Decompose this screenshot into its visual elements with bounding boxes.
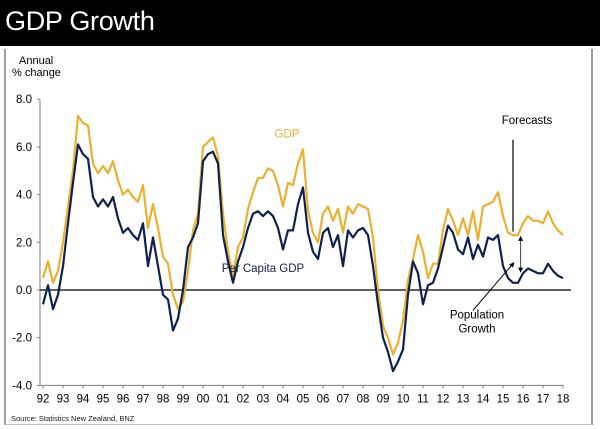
x-tick-label: 08: [357, 393, 370, 405]
x-tick-label: 18: [557, 393, 570, 405]
gdp-line: [41, 114, 564, 356]
population-growth-label-line-2: Growth: [458, 324, 495, 336]
x-tick-label: 96: [117, 393, 130, 405]
population-growth-pointer-arrow: [472, 262, 515, 311]
x-tick-label: 00: [197, 393, 210, 405]
y-axis-label-line-2: % change: [12, 67, 61, 79]
x-tick-label: 09: [377, 393, 390, 405]
gdp-series-label: GDP: [275, 128, 300, 140]
x-tick-label: 06: [317, 393, 330, 405]
x-tick-label: 04: [277, 393, 290, 405]
y-tick-label: 6.0: [16, 142, 32, 154]
source-note: Source: Statistics New Zealand, BNZ: [11, 414, 135, 423]
x-tick-label: 10: [397, 393, 410, 405]
y-tick-label: -4.0: [12, 380, 32, 392]
y-tick-label: 2.0: [16, 237, 32, 249]
y-axis-label-line-1: Annual: [19, 55, 53, 67]
x-tick-label: 11: [417, 393, 429, 405]
x-tick-label: 03: [257, 393, 270, 405]
x-tick-label: 14: [477, 393, 490, 405]
x-tick-label: 95: [97, 393, 110, 405]
x-tick-label: 01: [217, 393, 230, 405]
x-tick-label: 99: [177, 393, 190, 405]
y-tick-label: -2.0: [12, 333, 32, 345]
x-tick-label: 05: [297, 393, 310, 405]
x-tick-label: 94: [77, 393, 90, 405]
series-group: [41, 114, 564, 373]
x-tick-label: 93: [57, 393, 70, 405]
x-tick-label: 97: [137, 393, 150, 405]
y-tick-label: 4.0: [16, 190, 32, 202]
y-tick-label: 0.0: [16, 285, 32, 297]
x-tick-label: 13: [457, 393, 470, 405]
x-tick-label: 07: [337, 393, 350, 405]
forecasts-label: Forecasts: [502, 115, 553, 127]
x-tick-label: 12: [437, 393, 450, 405]
x-tick-label: 98: [157, 393, 170, 405]
x-tick-label: 17: [537, 393, 550, 405]
x-tick-label: 92: [37, 393, 50, 405]
population-growth-label-line-1: Population: [450, 310, 504, 322]
x-tick-label: 16: [517, 393, 530, 405]
per-capita-gdp-line: [41, 143, 564, 373]
x-axis: 92 93 94 95 96 97 98 99 00 01 02 03 04 05 06 07 08 09 10 11…: [37, 289, 571, 405]
x-tick-label: 02: [237, 393, 250, 405]
x-tick-label: 15: [497, 393, 510, 405]
header-bar: GDP Growth: [0, 0, 600, 46]
per-capita-series-label: Per Capita GDP: [222, 263, 305, 275]
y-axis: 8.0 6.0 4.0 2.0 0.0 -2.0 -4.0: [12, 94, 41, 392]
chart-frame: [4, 49, 593, 425]
y-tick-label: 8.0: [16, 94, 32, 106]
annotations: GDP Per Capita GDP Forecasts Population Grow…: [222, 115, 553, 335]
page-title: GDP Growth: [5, 6, 155, 36]
